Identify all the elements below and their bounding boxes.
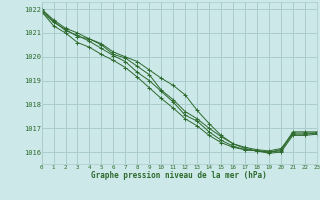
- X-axis label: Graphe pression niveau de la mer (hPa): Graphe pression niveau de la mer (hPa): [91, 171, 267, 180]
